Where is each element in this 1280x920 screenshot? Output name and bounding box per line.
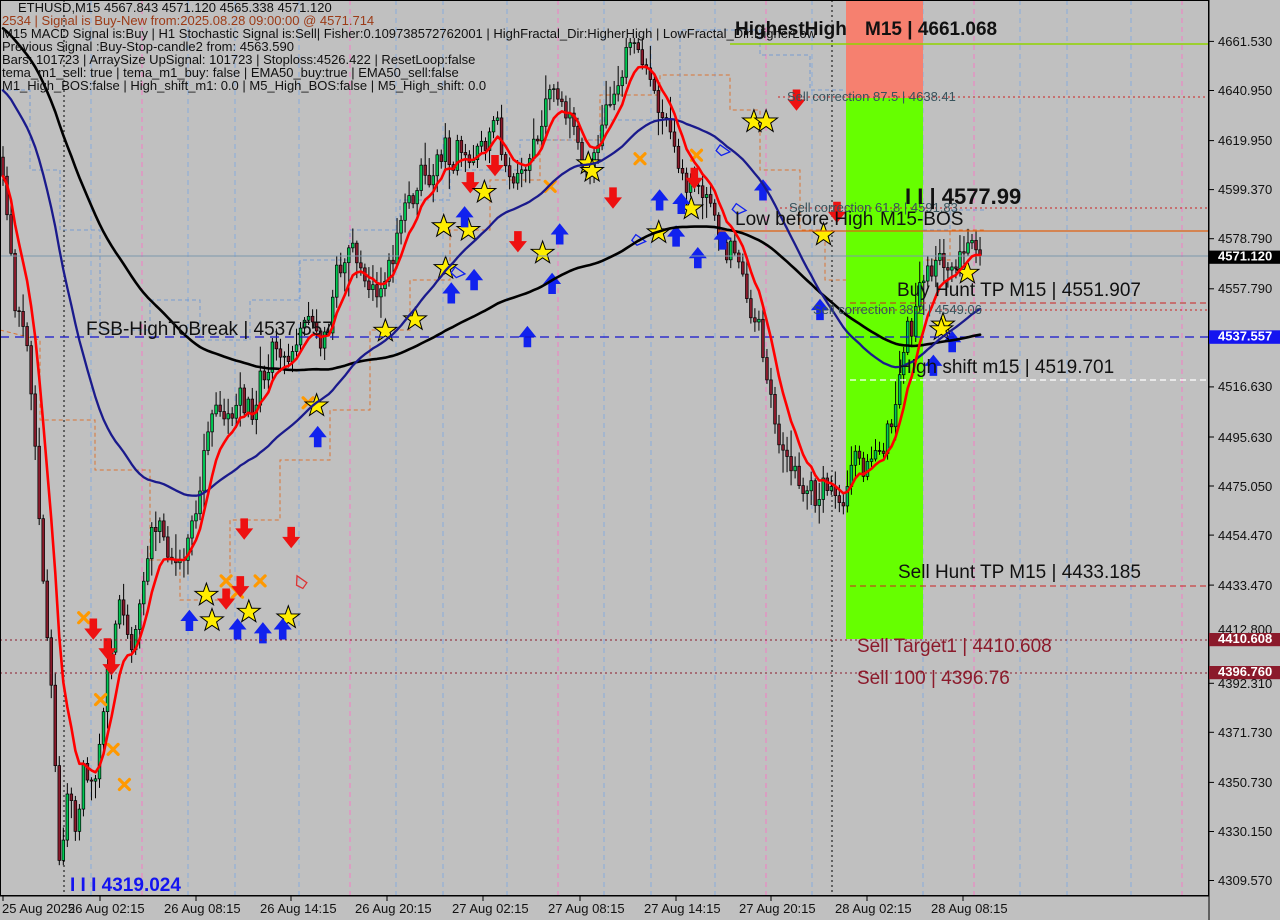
svg-text:4433.470: 4433.470 xyxy=(1218,578,1272,593)
svg-text:25 Aug 2025: 25 Aug 2025 xyxy=(2,901,75,916)
svg-text:27 Aug 08:15: 27 Aug 08:15 xyxy=(548,901,625,916)
svg-text:28 Aug 02:15: 28 Aug 02:15 xyxy=(835,901,912,916)
svg-text:4495.630: 4495.630 xyxy=(1218,430,1272,445)
svg-text:4557.790: 4557.790 xyxy=(1218,281,1272,296)
svg-text:4396.760: 4396.760 xyxy=(1218,664,1272,679)
svg-text:4661.530: 4661.530 xyxy=(1218,34,1272,49)
svg-text:M15 | 4661.068: M15 | 4661.068 xyxy=(865,19,997,40)
svg-text:High shift m15 | 4519.701: High shift m15 | 4519.701 xyxy=(898,357,1114,378)
svg-text:28 Aug 08:15: 28 Aug 08:15 xyxy=(931,901,1008,916)
svg-text:Buy Hunt TP M15 | 4551.907: Buy Hunt TP M15 | 4551.907 xyxy=(897,280,1141,301)
svg-text:Sell Hunt TP M15 | 4433.185: Sell Hunt TP M15 | 4433.185 xyxy=(898,562,1141,583)
svg-text:Sell correction 38.2 | 4549.06: Sell correction 38.2 | 4549.06 xyxy=(813,302,982,317)
svg-text:FSB-HighToBreak | 4537.557: FSB-HighToBreak | 4537.557 xyxy=(86,319,333,340)
svg-text:4309.570: 4309.570 xyxy=(1218,873,1272,888)
svg-text:4578.790: 4578.790 xyxy=(1218,231,1272,246)
svg-text:4640.950: 4640.950 xyxy=(1218,83,1272,98)
svg-text:Sell 100 | 4396.76: Sell 100 | 4396.76 xyxy=(857,668,1010,689)
svg-text:27 Aug 02:15: 27 Aug 02:15 xyxy=(452,901,529,916)
svg-text:4330.150: 4330.150 xyxy=(1218,824,1272,839)
svg-text:4619.950: 4619.950 xyxy=(1218,133,1272,148)
svg-text:4516.630: 4516.630 xyxy=(1218,379,1272,394)
svg-text:26 Aug 20:15: 26 Aug 20:15 xyxy=(355,901,432,916)
svg-text:27 Aug 14:15: 27 Aug 14:15 xyxy=(644,901,721,916)
svg-text:4454.470: 4454.470 xyxy=(1218,528,1272,543)
svg-text:27 Aug 20:15: 27 Aug 20:15 xyxy=(739,901,816,916)
svg-text:26 Aug 02:15: 26 Aug 02:15 xyxy=(68,901,145,916)
svg-text:I I I 4319.024: I I I 4319.024 xyxy=(70,875,181,896)
svg-text:I I | 4577.99: I I | 4577.99 xyxy=(905,184,1021,209)
svg-text:4571.120: 4571.120 xyxy=(1218,249,1272,264)
svg-text:4410.608: 4410.608 xyxy=(1218,631,1272,646)
svg-text:4537.557: 4537.557 xyxy=(1218,329,1272,344)
svg-text:Sell correction 87.5 | 4638.41: Sell correction 87.5 | 4638.41 xyxy=(787,89,956,104)
svg-text:Sell Target1 | 4410.608: Sell Target1 | 4410.608 xyxy=(857,636,1052,657)
svg-text:M1_High_BOS:false | High_shift: M1_High_BOS:false | High_shift_m1: 0.0 |… xyxy=(2,78,486,93)
svg-text:4371.730: 4371.730 xyxy=(1218,725,1272,740)
svg-text:4599.370: 4599.370 xyxy=(1218,182,1272,197)
svg-text:4475.050: 4475.050 xyxy=(1218,479,1272,494)
svg-text:26 Aug 14:15: 26 Aug 14:15 xyxy=(260,901,337,916)
svg-text:26 Aug 08:15: 26 Aug 08:15 xyxy=(164,901,241,916)
svg-text:4350.730: 4350.730 xyxy=(1218,775,1272,790)
